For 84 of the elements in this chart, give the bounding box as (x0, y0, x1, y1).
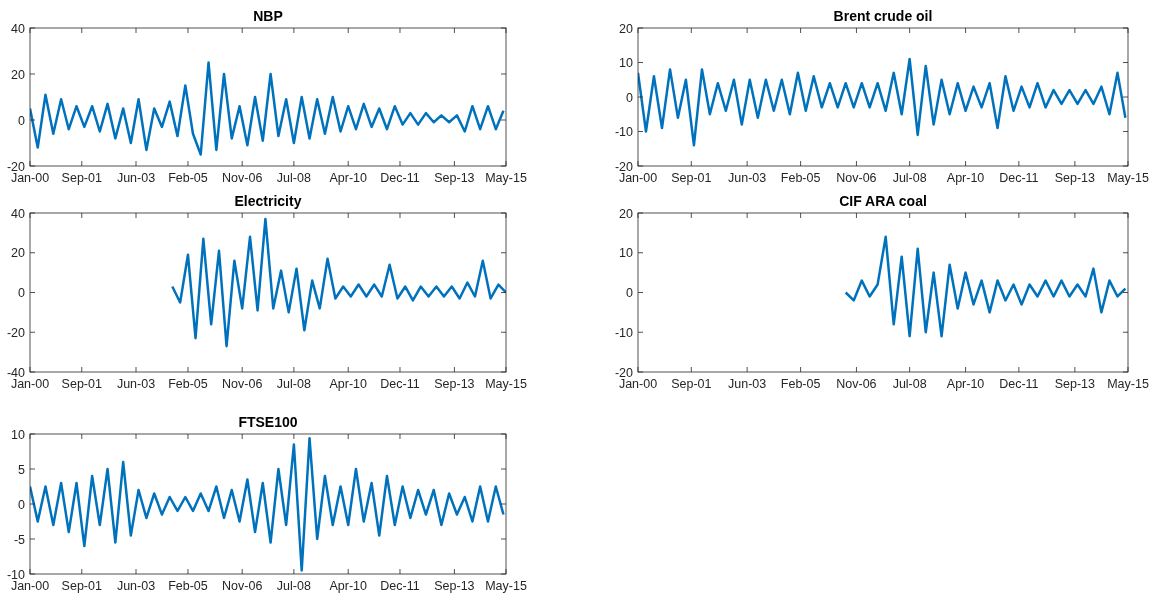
x-tick-label: Feb-05 (168, 171, 208, 185)
chart-title: CIF ARA coal (839, 193, 927, 209)
x-tick-label: Jan-00 (10, 171, 50, 185)
x-tick-label: Sep-13 (1054, 171, 1096, 185)
y-tick-label: 20 (11, 67, 26, 82)
line-series (30, 436, 505, 572)
x-tick-label: Jun-03 (728, 377, 767, 391)
x-tick-label: Apr-10 (329, 579, 368, 593)
x-tick-label: Sep-01 (671, 171, 712, 185)
x-tick-label: Feb-05 (168, 579, 208, 593)
line-series (171, 217, 506, 348)
x-tick-label: Sep-01 (61, 377, 102, 391)
x-tick-label: Apr-10 (329, 377, 368, 391)
x-tick-label: Sep-01 (61, 171, 102, 185)
x-tick-label: Jul-08 (276, 377, 311, 391)
x-tick-label: Dec-11 (999, 377, 1039, 391)
x-tick-label: Jul-08 (892, 171, 927, 185)
x-tick-label: May-15 (1107, 171, 1149, 185)
x-tick-label: Jul-08 (892, 377, 927, 391)
x-tick-label: Dec-11 (380, 377, 420, 391)
y-tick-label: 10 (11, 427, 26, 442)
y-tick-label: 0 (626, 286, 634, 300)
x-tick-label: Sep-01 (671, 377, 712, 391)
x-tick-label: Dec-11 (380, 171, 420, 185)
x-tick-label: Feb-05 (780, 171, 821, 185)
x-tick-label: Jan-00 (10, 579, 50, 593)
x-tick-label: Sep-13 (434, 579, 475, 593)
x-tick-label: Nov-06 (836, 377, 877, 391)
line-series (638, 57, 1127, 147)
x-tick-label: Jun-03 (116, 171, 156, 185)
chart-title: FTSE100 (238, 414, 298, 430)
x-tick-label: Apr-10 (946, 377, 985, 391)
y-tick-label: 5 (18, 462, 26, 477)
y-tick-label: -10 (614, 125, 634, 139)
x-tick-label: Jun-03 (116, 377, 156, 391)
x-tick-label: May-15 (1107, 377, 1149, 391)
x-tick-label: Jan-00 (10, 377, 50, 391)
line-series (30, 61, 505, 156)
x-tick-label: Nov-06 (222, 171, 263, 185)
y-tick-label: -20 (6, 325, 26, 340)
x-tick-label: Nov-06 (836, 171, 877, 185)
x-tick-label: Dec-11 (380, 579, 420, 593)
y-tick-label: 0 (18, 497, 26, 512)
y-tick-label: -5 (13, 532, 26, 547)
y-tick-label: -20 (614, 365, 634, 380)
y-tick-label: 40 (11, 206, 26, 221)
line-series (844, 235, 1127, 338)
y-tick-label: 20 (11, 246, 26, 261)
y-tick-label: -10 (6, 567, 26, 582)
x-tick-label: Apr-10 (946, 171, 985, 185)
y-tick-label: 20 (619, 21, 634, 36)
x-tick-label: Jul-08 (276, 171, 311, 185)
x-tick-label: Sep-13 (434, 171, 475, 185)
x-tick-label: Feb-05 (780, 377, 821, 391)
x-tick-label: Dec-11 (999, 171, 1039, 185)
x-tick-label: Sep-01 (61, 579, 102, 593)
x-tick-label: May-15 (485, 377, 527, 391)
x-tick-label: Jan-00 (618, 377, 658, 391)
y-tick-label: 20 (619, 206, 634, 221)
x-tick-label: Jun-03 (116, 579, 156, 593)
x-tick-label: Jun-03 (728, 171, 767, 185)
chart-title: Brent crude oil (833, 8, 933, 24)
y-tick-label: -20 (6, 159, 26, 174)
y-tick-label: 0 (18, 113, 26, 128)
chart-title: NBP (253, 8, 283, 24)
y-tick-label: -40 (6, 365, 26, 380)
y-tick-label: 10 (619, 246, 634, 261)
y-tick-label: 10 (619, 56, 634, 70)
x-tick-label: Nov-06 (222, 377, 263, 391)
chart-title: Electricity (234, 193, 302, 209)
y-tick-label: -20 (614, 159, 634, 174)
x-tick-label: May-15 (485, 579, 527, 593)
x-tick-label: May-15 (485, 171, 527, 185)
x-tick-label: Jul-08 (276, 579, 311, 593)
y-tick-label: -10 (614, 325, 634, 340)
x-tick-label: Sep-13 (1054, 377, 1096, 391)
x-tick-label: Jan-00 (618, 171, 658, 185)
x-tick-label: Sep-13 (434, 377, 475, 391)
x-tick-label: Feb-05 (168, 377, 208, 391)
y-tick-label: 40 (11, 21, 26, 36)
y-tick-label: 0 (18, 286, 26, 300)
y-tick-label: 0 (626, 90, 634, 105)
x-tick-label: Apr-10 (329, 171, 368, 185)
x-tick-label: Nov-06 (222, 579, 263, 593)
